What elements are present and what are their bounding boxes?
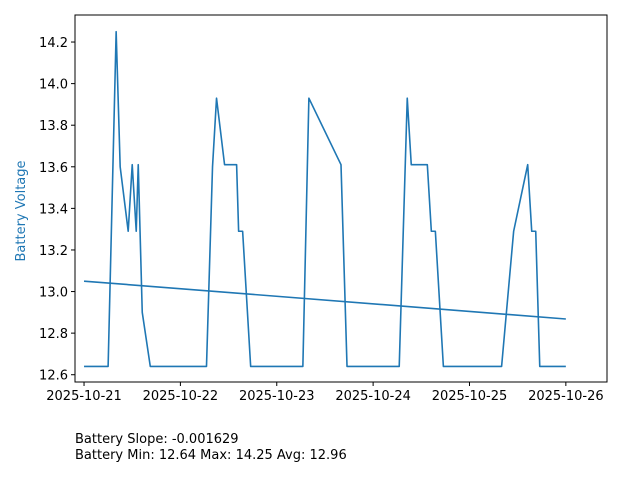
x-tick-label: 2025-10-21 (46, 389, 122, 404)
y-tick-label: 12.8 (39, 327, 68, 342)
plot-lines (83, 30, 566, 368)
y-tick-label: 13.0 (39, 286, 68, 301)
y-tick-label: 12.6 (39, 369, 68, 384)
x-tick-label: 2025-10-26 (528, 389, 604, 404)
y-tick-label: 13.2 (39, 244, 68, 259)
plot-frame (74, 14, 608, 383)
y-tick-label: 14.2 (39, 36, 68, 51)
y-axis: 12.6 12.8 13.0 13.2 13.4 13.6 13.8 14.0 14.2 (39, 36, 75, 384)
x-tick-label: 2025-10-23 (239, 389, 315, 404)
battery-stats: Battery Slope: -0.001629 Battery Min: 12.… (75, 432, 347, 464)
x-tick-label: 2025-10-25 (432, 389, 508, 404)
battery-slope-text: Battery Slope: -0.001629 (75, 432, 239, 447)
battery-min-max-avg-text: Battery Min: 12.64 Max: 14.25 Avg: 12.96 (75, 448, 347, 463)
y-axis-label: Battery Voltage (14, 160, 29, 261)
y-tick-label: 13.8 (39, 119, 68, 134)
battery-trend-line (83, 280, 566, 320)
x-axis: 2025-10-21 2025-10-22 2025-10-23 2025-10-24… (46, 382, 604, 404)
x-tick-label: 2025-10-24 (335, 389, 411, 404)
y-tick-label: 14.0 (39, 78, 68, 93)
battery-voltage-line (84, 30, 566, 368)
y-tick-label: 13.6 (39, 161, 68, 176)
y-tick-label: 13.4 (39, 202, 68, 217)
x-tick-label: 2025-10-22 (143, 389, 219, 404)
